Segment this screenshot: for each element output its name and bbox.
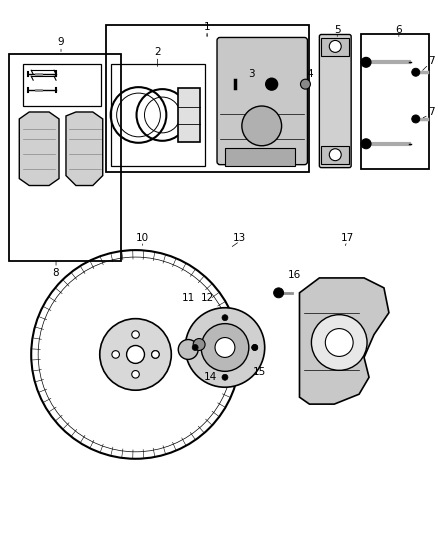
Polygon shape [19, 112, 59, 185]
Text: 16: 16 [288, 270, 301, 280]
Circle shape [222, 374, 228, 380]
Bar [321, 38, 349, 56]
FancyBboxPatch shape [217, 37, 307, 165]
Circle shape [201, 324, 249, 372]
Circle shape [152, 351, 159, 358]
Circle shape [252, 344, 258, 351]
Text: 4: 4 [306, 69, 313, 79]
Text: 13: 13 [233, 233, 247, 243]
Bar [361, 35, 429, 168]
Circle shape [329, 41, 341, 52]
Text: 15: 15 [253, 367, 266, 377]
Polygon shape [66, 112, 103, 185]
Circle shape [412, 115, 420, 123]
Bar [9, 54, 120, 261]
Circle shape [222, 314, 228, 321]
Circle shape [100, 319, 171, 390]
Text: 1: 1 [204, 21, 210, 31]
Circle shape [178, 340, 198, 359]
Circle shape [274, 288, 283, 298]
Circle shape [242, 106, 282, 146]
Circle shape [152, 351, 159, 358]
Circle shape [132, 370, 139, 378]
Circle shape [112, 351, 120, 358]
Text: 7: 7 [428, 56, 435, 66]
Bar [321, 146, 349, 164]
Text: 10: 10 [136, 233, 149, 243]
Text: 11: 11 [182, 293, 195, 303]
Circle shape [300, 79, 311, 89]
Bar [106, 25, 309, 172]
Bar [178, 88, 200, 142]
Circle shape [215, 337, 235, 358]
Circle shape [252, 344, 258, 351]
Text: 3: 3 [248, 69, 255, 79]
Text: 7: 7 [428, 107, 435, 117]
Circle shape [132, 331, 139, 338]
Circle shape [185, 308, 265, 387]
Circle shape [193, 338, 205, 351]
Circle shape [266, 78, 278, 90]
Circle shape [311, 314, 367, 370]
Text: 12: 12 [201, 293, 214, 303]
Text: 5: 5 [334, 25, 341, 35]
Circle shape [412, 68, 420, 76]
Bar [111, 64, 205, 166]
Text: 9: 9 [58, 37, 64, 47]
FancyBboxPatch shape [319, 35, 351, 168]
Circle shape [192, 344, 198, 351]
Text: 6: 6 [396, 25, 402, 35]
Circle shape [361, 139, 371, 149]
Circle shape [325, 329, 353, 357]
Text: 17: 17 [341, 233, 354, 243]
Text: 2: 2 [154, 47, 161, 58]
Bar [23, 64, 101, 106]
Text: 8: 8 [53, 268, 60, 278]
Text: 14: 14 [203, 372, 217, 382]
Circle shape [127, 345, 145, 364]
Circle shape [361, 58, 371, 67]
Polygon shape [300, 278, 389, 404]
Circle shape [329, 149, 341, 160]
Bar [225, 148, 294, 166]
